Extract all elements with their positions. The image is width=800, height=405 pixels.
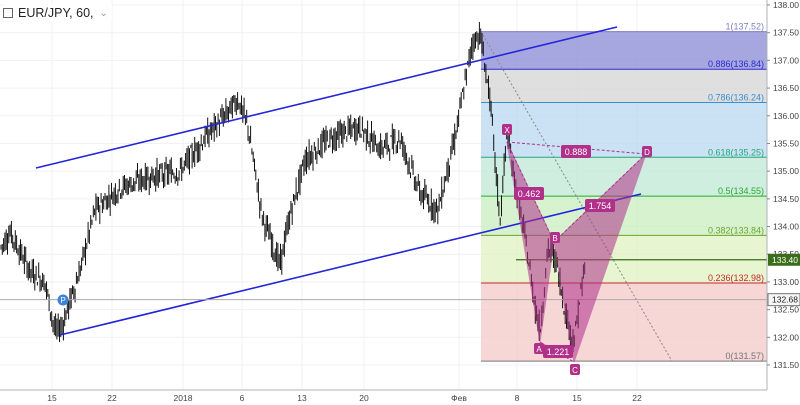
time-tick-label: 22	[107, 393, 117, 403]
time-tick-label: 2018	[174, 393, 193, 403]
time-axis-bg	[0, 390, 800, 405]
pattern-point-badge[interactable]	[550, 232, 560, 243]
p-marker-icon[interactable]	[57, 294, 69, 306]
hline-price-label: 133.40	[772, 255, 798, 265]
pattern-point-label: X	[504, 126, 510, 135]
ratio-badge	[561, 145, 591, 158]
pattern-xd-line	[506, 141, 647, 155]
symbol-square-icon	[3, 8, 13, 18]
price-tick-label: 132.00	[773, 332, 799, 342]
ratio-badge	[514, 187, 544, 200]
price-axis[interactable]: 138.00 137.50 137.00 136.50 136.00 135.50 135.…	[766, 0, 800, 390]
fib-level-label: 0.786(136.24)	[708, 92, 764, 102]
fibonacci-retracement[interactable]: 1(137.52) 0.886(136.84) 0.786(136.24) 0.618…	[480, 22, 767, 362]
price-tick-label: 133.00	[773, 277, 799, 287]
symbol-interval-label: EUR/JPY, 60,	[18, 6, 94, 20]
time-tick-label: 8	[515, 393, 520, 403]
channel-upper-line[interactable]	[35, 26, 618, 169]
price-tick-label: 135.50	[773, 138, 799, 148]
time-tick-label: 22	[632, 393, 642, 403]
time-tick-label: Фев	[451, 393, 467, 403]
price-tick-label: 137.50	[773, 28, 799, 38]
fib-level-label: 0.382(133.84)	[708, 225, 764, 235]
pattern-point-label: B	[552, 234, 557, 243]
time-axis[interactable]: 15 22 2018 6 13 20 Фев 8 15 22	[0, 389, 800, 405]
fib-level-label: 0.5(134.55)	[718, 186, 764, 196]
fib-level-label: 0.236(132.98)	[708, 273, 764, 283]
ratio-label: 0.888	[565, 147, 588, 157]
ratio-badge	[585, 199, 615, 212]
pattern-bcd-triangle	[553, 153, 647, 363]
pattern-point-badge[interactable]	[642, 146, 652, 157]
channel-lower-line[interactable]	[59, 193, 642, 336]
current-price-label: 132.68	[772, 295, 798, 305]
ratio-label: 1.221	[547, 347, 570, 357]
time-tick-label: 15	[572, 393, 582, 403]
fib-band	[481, 102, 767, 158]
parallel-channel[interactable]	[35, 26, 642, 336]
fib-level-label: 0.886(136.84)	[708, 59, 764, 69]
price-tick-label: 135.00	[773, 166, 799, 176]
fib-level-label: 1(137.52)	[725, 22, 764, 32]
fib-band	[481, 31, 767, 70]
price-tick-label: 138.00	[773, 0, 799, 10]
pattern-point-badge[interactable]	[502, 124, 512, 135]
pattern-bd-line	[553, 153, 647, 243]
p-marker-label: P	[60, 296, 65, 305]
time-tick-label: 20	[359, 393, 369, 403]
fib-level-label: 0(131.57)	[725, 351, 764, 361]
time-tick-label: 13	[297, 393, 307, 403]
pattern-point-label: C	[572, 366, 578, 375]
fib-band	[481, 69, 767, 103]
price-tick-label: 134.00	[773, 222, 799, 232]
current-price-badge[interactable]	[767, 293, 800, 307]
ratio-label: 0.462	[518, 189, 541, 199]
fib-trend-line	[480, 31, 673, 362]
hline-price-badge[interactable]	[768, 253, 800, 266]
fib-level-label: 0.618(135.25)	[708, 147, 764, 157]
chevron-down-icon[interactable]: ⌄	[99, 7, 108, 19]
fib-band	[481, 283, 767, 362]
price-tick-label: 136.50	[773, 83, 799, 93]
price-axis-bg	[767, 0, 800, 390]
price-tick-label: 134.50	[773, 194, 799, 204]
pattern-point-badge[interactable]	[534, 343, 544, 354]
price-tick-label: 137.00	[773, 55, 799, 65]
ratio-badge	[543, 345, 573, 358]
harmonic-pattern[interactable]: 0.888 0.462 1.754 1.221 X A B C D	[502, 124, 652, 375]
time-tick-label: 6	[240, 393, 245, 403]
price-tick-label: 132.50	[773, 305, 799, 315]
ratio-label: 1.754	[589, 201, 612, 211]
price-tick-label: 136.00	[773, 111, 799, 121]
time-tick-label: 15	[47, 393, 57, 403]
symbol-header[interactable]: EUR/JPY, 60, ⌄	[3, 4, 112, 22]
pattern-point-badge[interactable]	[570, 364, 580, 375]
pattern-point-label: D	[644, 148, 650, 157]
price-tick-label: 131.50	[773, 360, 799, 370]
pattern-point-label: A	[536, 345, 542, 354]
